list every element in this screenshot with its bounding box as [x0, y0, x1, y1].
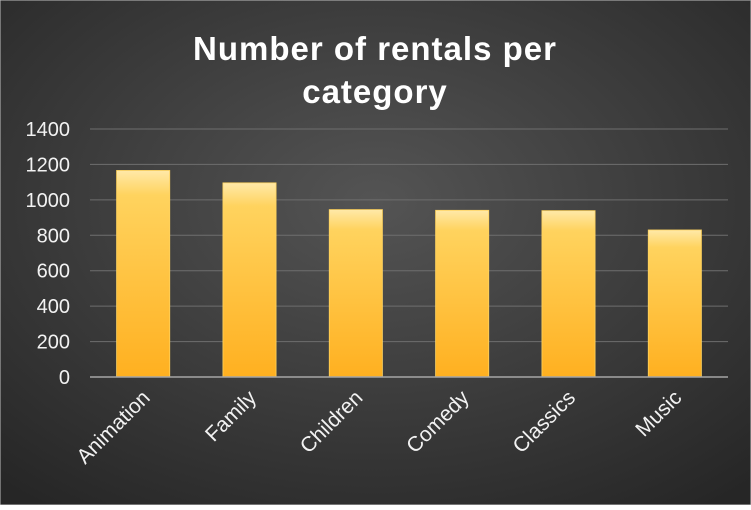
bar-children	[328, 209, 383, 378]
chart-title-line-1: Number of rentals per	[193, 30, 557, 67]
y-tick-label-1200: 1200	[26, 154, 71, 176]
bar-comedy	[435, 209, 490, 378]
gridlines	[90, 128, 728, 343]
bar-music	[647, 229, 702, 378]
bars	[116, 170, 702, 378]
y-tick-label-200: 200	[37, 332, 70, 354]
y-axis-tick-labels: 0 200 400 600 800 1000 1200 1400	[26, 119, 71, 389]
y-tick-label-1000: 1000	[26, 190, 71, 212]
chart-title-line-2: category	[302, 73, 448, 110]
bar-family	[222, 182, 277, 378]
y-tick-label-800: 800	[37, 225, 70, 247]
y-tick-label-600: 600	[37, 261, 70, 283]
y-tick-label-0: 0	[59, 367, 70, 389]
y-tick-label-400: 400	[37, 296, 70, 318]
bar-animation	[116, 170, 171, 378]
bar-classics	[541, 210, 596, 378]
y-tick-label-1400: 1400	[26, 119, 71, 141]
